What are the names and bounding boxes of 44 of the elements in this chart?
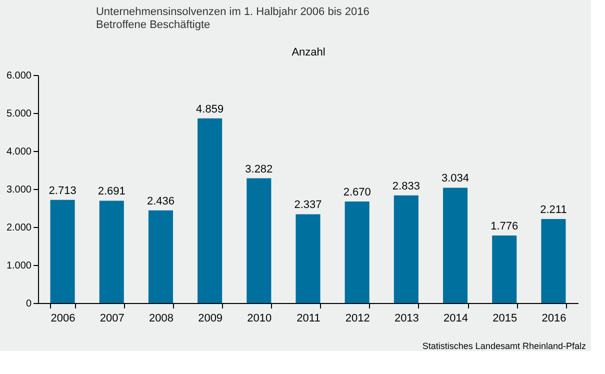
data-label: 2.833: [392, 180, 420, 192]
bar: [344, 202, 370, 303]
x-tick-label: 2011: [296, 312, 320, 324]
x-tick-label: 2015: [492, 312, 518, 324]
x-tick-label: 2010: [247, 312, 272, 324]
data-label: 2.670: [343, 186, 371, 199]
x-tick-label: 2008: [148, 312, 174, 324]
bar: [198, 118, 222, 303]
y-tick-label: 0: [26, 298, 32, 310]
data-label: 2.337: [294, 199, 322, 212]
x-tick-label: 2007: [100, 312, 124, 324]
data-label: 3.282: [245, 163, 273, 176]
x-tick-label: 2014: [444, 312, 468, 324]
y-axis-title: Anzahl: [292, 46, 326, 58]
y-tick-label: 3.000: [6, 184, 32, 196]
y-tick-label: 2.000: [6, 222, 32, 234]
x-tick-label: 2016: [542, 312, 566, 324]
data-label: 1.776: [490, 220, 518, 233]
x-tick-label: 2009: [198, 312, 223, 324]
bar: [492, 236, 517, 303]
bar: [443, 188, 468, 303]
chart-title: Unternehmensinsolvenzen im 1. Halbjahr 2006 bis 2016: [96, 6, 370, 18]
bar: [246, 178, 272, 303]
bar: [50, 200, 75, 303]
data-label: 2.436: [146, 195, 174, 208]
y-tick-label: 6.000: [6, 70, 32, 82]
data-label: 3.034: [442, 172, 470, 185]
bar: [541, 218, 566, 303]
bar: [296, 214, 320, 303]
text: Statistisches Landesamt Rheinland-Pfalz: [422, 341, 586, 351]
x-tick-label: 2006: [50, 312, 76, 324]
y-tick-label: 5.000: [6, 108, 32, 120]
y-tick-label: 1.000: [6, 260, 32, 272]
data-label: 2.211: [540, 204, 567, 216]
x-tick-label: 2012: [345, 312, 370, 324]
chart-subtitle: Betroffene Beschäftigte: [96, 19, 210, 31]
bar: [394, 195, 418, 303]
bar: [99, 200, 124, 303]
data-label: 2.713: [48, 184, 76, 197]
x-tick-label: 2013: [394, 312, 419, 324]
data-label: 2.691: [98, 186, 126, 198]
y-tick-label: 4.000: [6, 146, 32, 158]
data-label: 4.859: [196, 103, 224, 116]
bar: [148, 210, 173, 303]
